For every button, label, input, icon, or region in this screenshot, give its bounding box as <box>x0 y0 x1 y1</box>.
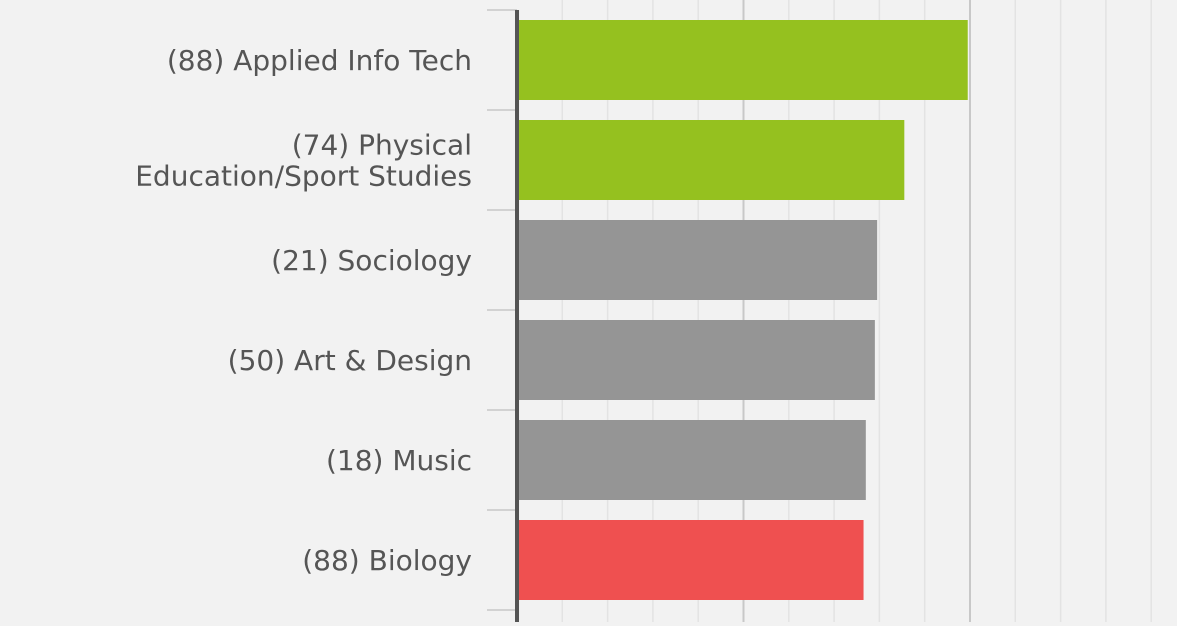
bar <box>519 120 905 200</box>
y-axis <box>487 9 519 622</box>
category-labels: (88) Applied Info Tech (74) PhysicalEduca… <box>135 44 472 577</box>
bar <box>519 320 875 400</box>
category-label: (88) Applied Info Tech <box>167 44 472 77</box>
bar <box>519 220 878 300</box>
category-label: (88) Biology <box>302 544 472 577</box>
category-label: (74) Physical <box>292 129 472 162</box>
bars <box>519 20 968 600</box>
bar <box>519 420 866 500</box>
category-label: (21) Sociology <box>271 244 472 277</box>
category-label: (18) Music <box>326 444 472 477</box>
bar <box>519 520 864 600</box>
grid-lines <box>561 0 1152 622</box>
category-label: Education/Sport Studies <box>135 160 472 193</box>
category-label: (50) Art & Design <box>228 344 472 377</box>
bar <box>519 20 968 100</box>
